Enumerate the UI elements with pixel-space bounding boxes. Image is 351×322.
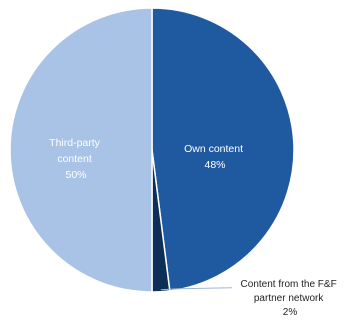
third-party-label-line-2: content [57,153,92,165]
pie-slice-third [9,7,153,293]
own-content-label-group: Own content 48% [184,143,246,171]
partner-label-line-2: partner network [254,293,324,304]
own-content-percent: 48% [204,159,225,171]
pie-slice-own [151,7,295,292]
own-content-label: Own content [184,143,243,155]
partner-percent: 2% [283,307,298,318]
third-party-label-line-1: Third-party [49,137,101,149]
pie-slices [9,7,295,293]
partner-label-line-1: Content from the F&F [241,279,337,290]
partner-leader-line [160,287,233,291]
partner-label-group: Content from the F&F partner network 2% [241,279,340,318]
third-party-label-group: Third-party content 50% [49,137,103,181]
third-party-percent: 50% [65,169,86,181]
